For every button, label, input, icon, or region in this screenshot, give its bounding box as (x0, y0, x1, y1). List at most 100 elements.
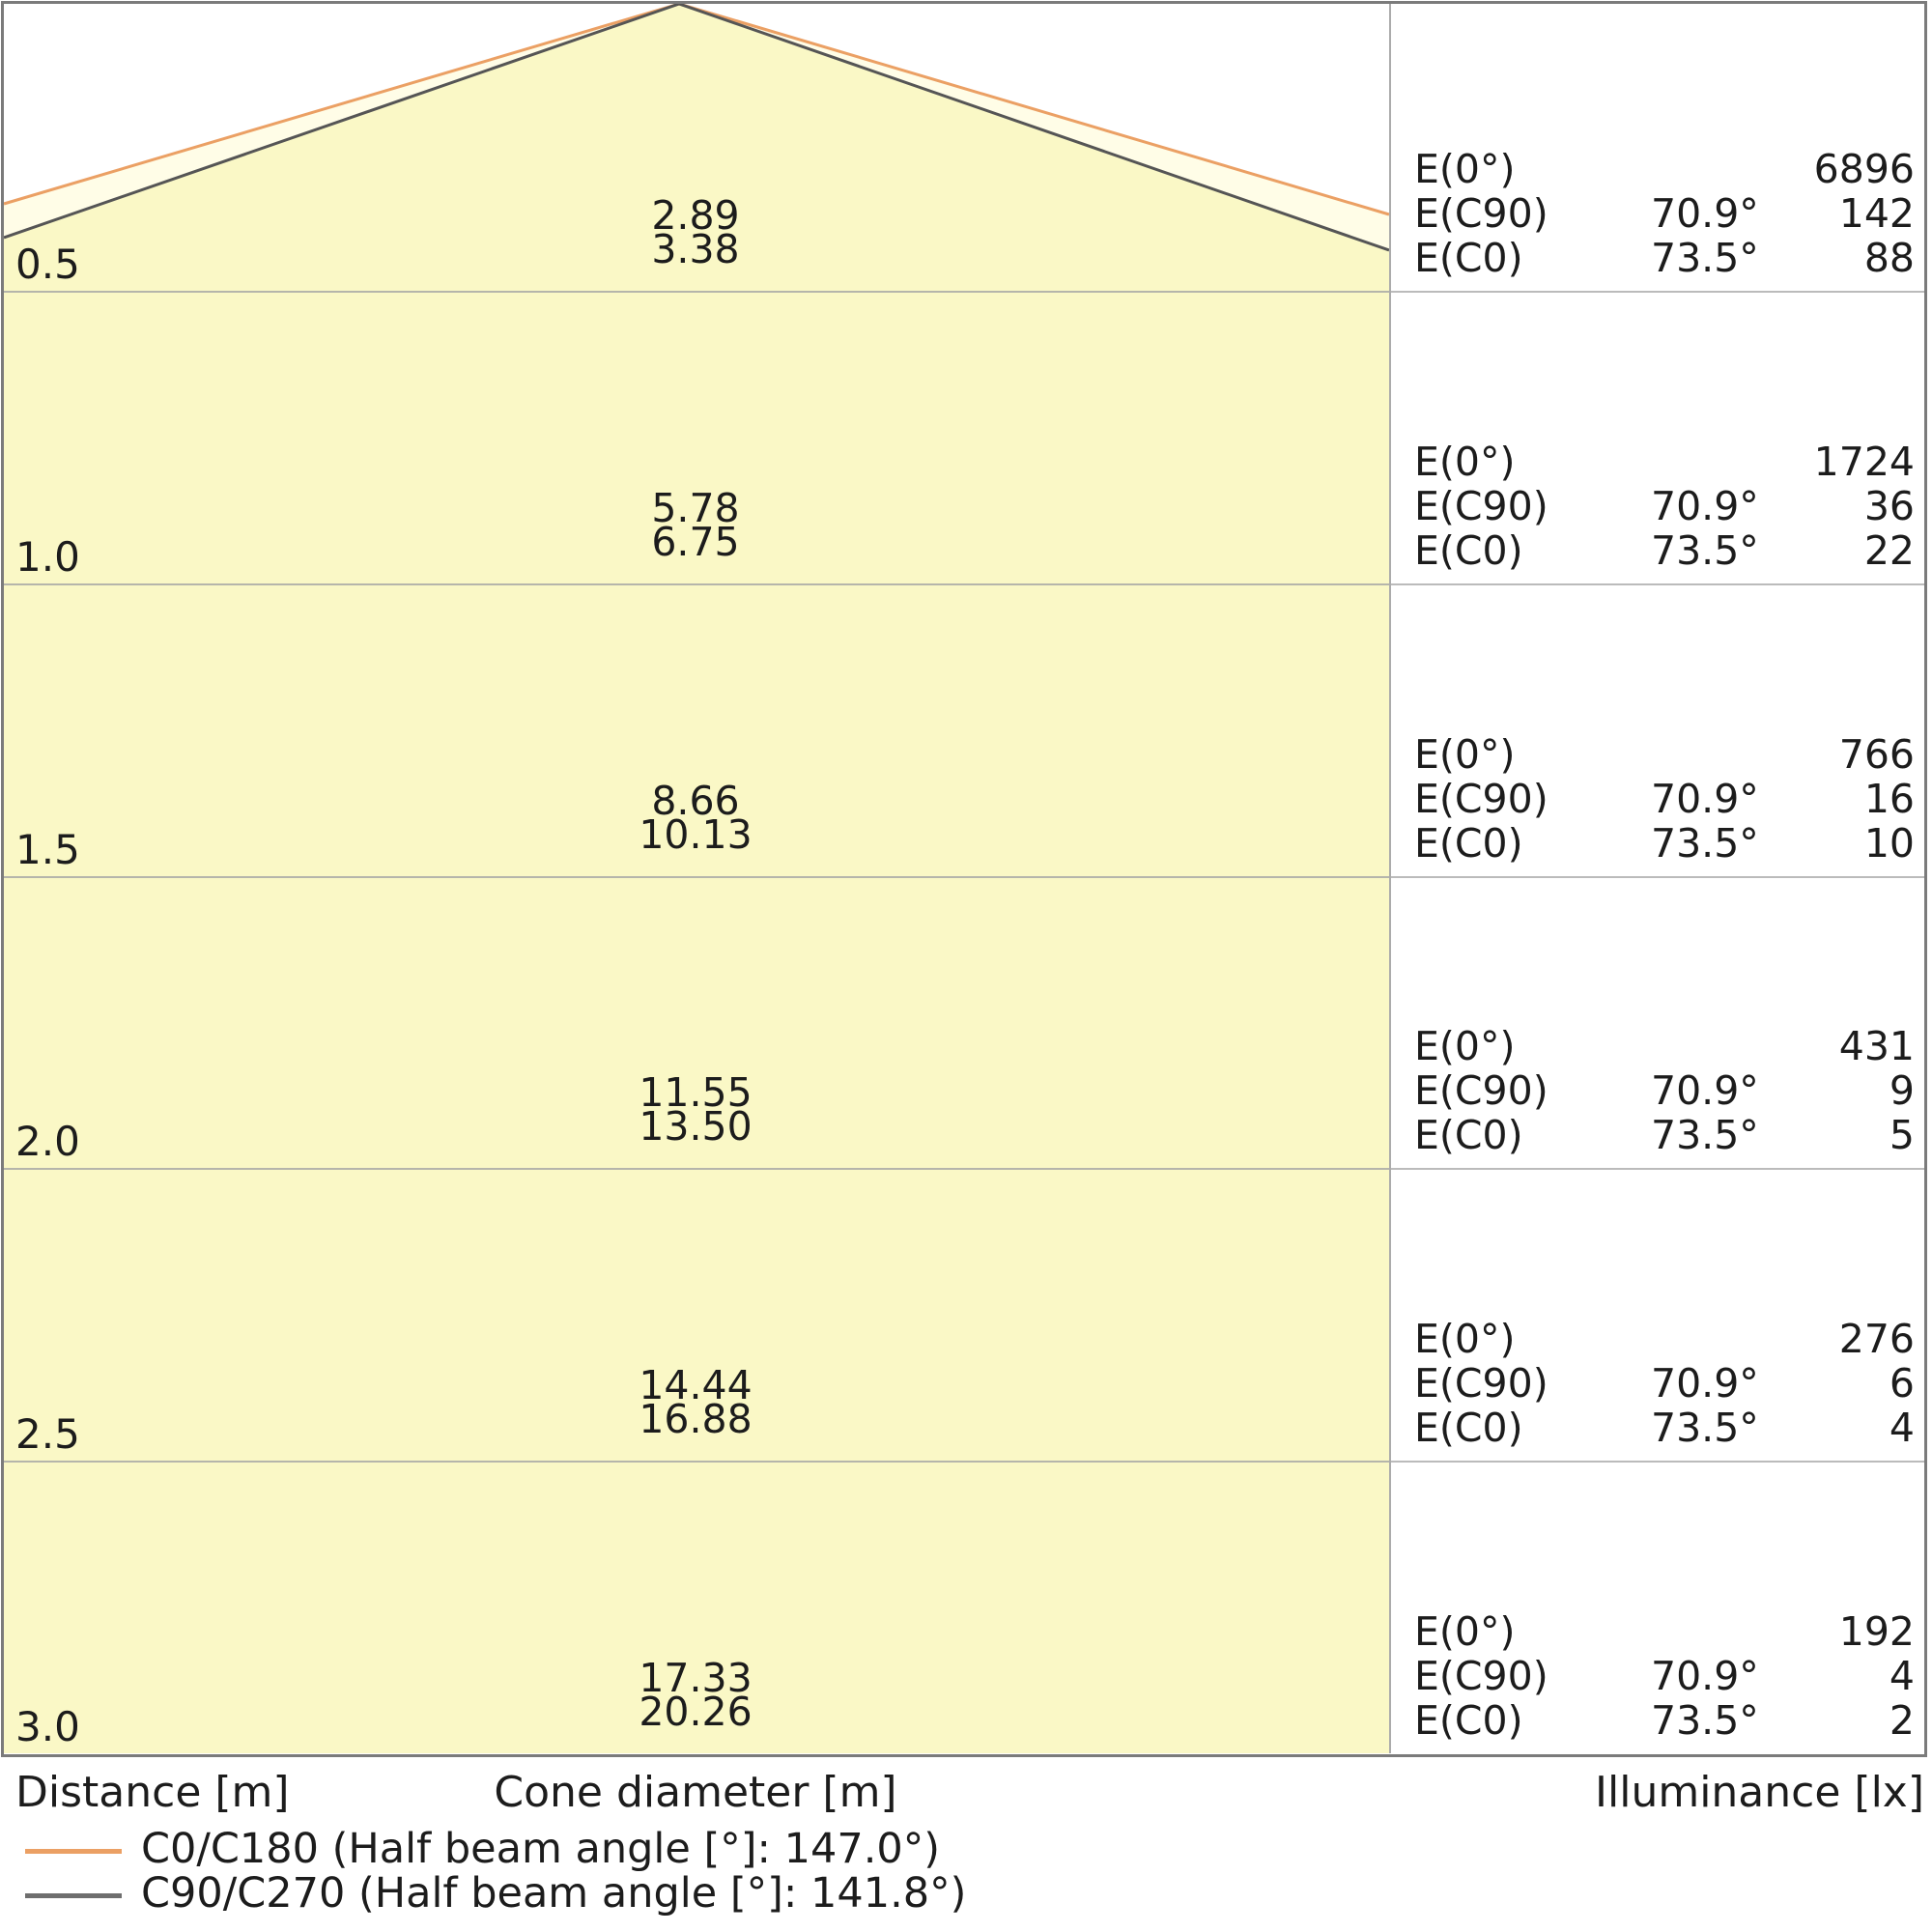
ec90-angle: 70.9° (1651, 483, 1759, 529)
ec90-label: E(C90) (1414, 1653, 1548, 1699)
cone-diameter-c0: 16.88 (639, 1396, 753, 1442)
ec0-label: E(C0) (1414, 1697, 1523, 1744)
cone-diameter-c0: 13.50 (639, 1103, 753, 1150)
ec90-value: 142 (1838, 190, 1915, 237)
distance-label: 1.0 (15, 533, 80, 581)
ec90-angle: 70.9° (1651, 1653, 1759, 1699)
e0-value: 6896 (1813, 146, 1915, 192)
ec0-label: E(C0) (1414, 1112, 1523, 1158)
ec90-label: E(C90) (1414, 776, 1548, 822)
cone-diameter-values: 14.44 16.88 (415, 1362, 976, 1442)
cone-diameter-values: 8.66 10.13 (415, 778, 976, 858)
ec0-label: E(C0) (1414, 820, 1523, 867)
ec90-angle: 70.9° (1651, 776, 1759, 822)
ec0-label: E(C0) (1414, 235, 1523, 281)
illuminance-row-ec90: E(C90) 70.9° 6 (1389, 1361, 1924, 1406)
illuminance-block: E(0°) 431 E(C90) 70.9° 9 E(C0) 73.5° 5 (1389, 1024, 1924, 1157)
illuminance-row-e0: E(0°) 276 (1389, 1317, 1924, 1361)
e0-label: E(0°) (1414, 146, 1516, 192)
legend-label-c0: C0/C180 (Half beam angle [°]: 147.0°) (141, 1825, 941, 1873)
e0-label: E(0°) (1414, 1608, 1516, 1655)
ec90-label: E(C90) (1414, 190, 1548, 237)
ec90-value: 6 (1889, 1360, 1915, 1406)
distance-label: 3.0 (15, 1703, 80, 1750)
ec90-angle: 70.9° (1651, 190, 1759, 237)
column-divider (1389, 4, 1391, 1753)
ec0-value: 2 (1889, 1697, 1915, 1744)
illuminance-row-e0: E(0°) 431 (1389, 1024, 1924, 1068)
distance-label: 2.5 (15, 1410, 80, 1458)
e0-label: E(0°) (1414, 1316, 1516, 1362)
ec90-label: E(C90) (1414, 1360, 1548, 1406)
ec90-angle: 70.9° (1651, 1067, 1759, 1114)
right-separator (1391, 291, 1924, 293)
right-separator (1391, 876, 1924, 878)
cone-diameter-values: 17.33 20.26 (415, 1655, 976, 1732)
e0-value: 1724 (1813, 439, 1915, 485)
illuminance-row-ec0: E(C0) 73.5° 4 (1389, 1406, 1924, 1450)
ec0-label: E(C0) (1414, 1405, 1523, 1451)
illuminance-block: E(0°) 192 E(C90) 70.9° 4 E(C0) 73.5° 2 (1389, 1609, 1924, 1743)
e0-angle (1651, 1609, 1747, 1654)
ec90-angle: 70.9° (1651, 1360, 1759, 1406)
ec90-label: E(C90) (1414, 483, 1548, 529)
c90-beam-line (4, 4, 1389, 252)
e0-angle (1651, 1317, 1747, 1361)
cone-diameter-c90: 17.33 (639, 1655, 753, 1701)
illuminance-row-e0: E(0°) 192 (1389, 1609, 1924, 1654)
illuminance-block: E(0°) 1724 E(C90) 70.9° 36 E(C0) 73.5° 2… (1389, 440, 1924, 573)
illuminance-row-e0: E(0°) 766 (1389, 732, 1924, 777)
legend-line-c90-icon (25, 1893, 122, 1898)
e0-angle (1651, 147, 1747, 191)
distance-axis-label: Distance [m] (15, 1768, 290, 1817)
e0-value: 431 (1838, 1023, 1915, 1069)
e0-angle (1651, 732, 1747, 777)
ec0-value: 22 (1863, 527, 1915, 574)
right-separator (1391, 583, 1924, 585)
legend-label-c90: C90/C270 (Half beam angle [°]: 141.8°) (141, 1869, 967, 1918)
illuminance-row-ec0: E(C0) 73.5° 5 (1389, 1113, 1924, 1157)
row-separator-lines (4, 291, 1389, 1463)
illuminance-row-e0: E(0°) 1724 (1389, 440, 1924, 484)
cone-diameter-c90: 11.55 (639, 1069, 753, 1116)
ec90-value: 36 (1863, 483, 1915, 529)
right-separator (1391, 1168, 1924, 1170)
distance-label: 2.0 (15, 1118, 80, 1165)
e0-angle (1651, 440, 1747, 484)
cone-diameter-values: 5.78 6.75 (415, 489, 976, 562)
cone-diameter-values: 2.89 3.38 (415, 192, 976, 272)
e0-angle (1651, 1024, 1747, 1068)
illuminance-row-ec90: E(C90) 70.9° 16 (1389, 777, 1924, 821)
cone-diameter-c90: 14.44 (639, 1362, 753, 1408)
cone-diameter-c90: 2.89 (651, 192, 740, 239)
illuminance-row-ec0: E(C0) 73.5° 10 (1389, 821, 1924, 866)
illuminance-row-ec0: E(C0) 73.5° 22 (1389, 528, 1924, 573)
cone-diameter-c0: 3.38 (651, 226, 740, 272)
illuminance-block: E(0°) 276 E(C90) 70.9° 6 E(C0) 73.5° 4 (1389, 1317, 1924, 1450)
illuminance-row-ec90: E(C90) 70.9° 9 (1389, 1068, 1924, 1113)
cone-plot (4, 4, 1389, 1753)
ec0-angle: 73.5° (1651, 820, 1759, 867)
ec90-value: 4 (1889, 1653, 1915, 1699)
cone-fill-c90-inner (4, 4, 1389, 1753)
e0-label: E(0°) (1414, 439, 1516, 485)
ec0-value: 4 (1889, 1405, 1915, 1451)
legend-line-c0-icon (25, 1849, 122, 1854)
ec0-value: 5 (1889, 1112, 1915, 1158)
illuminance-row-e0: E(0°) 6896 (1389, 147, 1924, 191)
ec0-angle: 73.5° (1651, 235, 1759, 281)
ec90-label: E(C90) (1414, 1067, 1548, 1114)
illuminance-row-ec90: E(C90) 70.9° 36 (1389, 484, 1924, 528)
c0-beam-line (4, 4, 1389, 216)
ec0-value: 10 (1863, 820, 1915, 867)
ec0-value: 88 (1863, 235, 1915, 281)
illuminance-block: E(0°) 6896 E(C90) 70.9° 142 E(C0) 73.5° … (1389, 147, 1924, 280)
e0-value: 192 (1838, 1608, 1915, 1655)
right-separator (1391, 1461, 1924, 1463)
cone-diameter-c90: 8.66 (651, 778, 740, 824)
ec90-value: 16 (1863, 776, 1915, 822)
e0-label: E(0°) (1414, 731, 1516, 778)
cone-diameter-c0: 10.13 (639, 811, 753, 858)
ec90-value: 9 (1889, 1067, 1915, 1114)
